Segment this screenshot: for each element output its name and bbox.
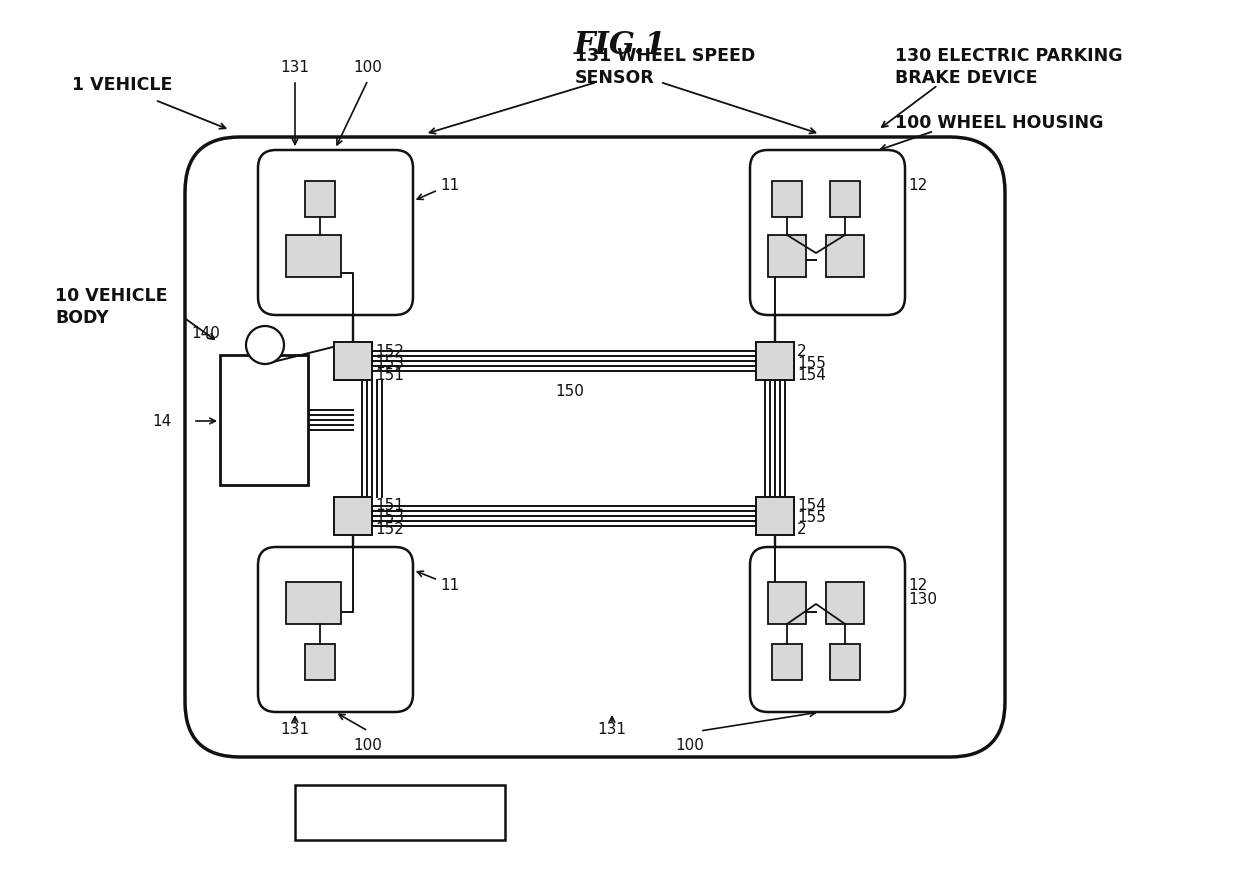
FancyBboxPatch shape [750,150,905,315]
Bar [826,582,864,624]
Bar [830,644,861,680]
Text: 100: 100 [676,738,704,752]
Bar [219,355,308,485]
Text: 100 WHEEL HOUSING: 100 WHEEL HOUSING [895,114,1104,132]
Text: 153: 153 [374,509,404,524]
Text: 14 CONTROLLER: 14 CONTROLLER [317,804,482,822]
Text: 2: 2 [797,344,807,359]
Text: 155: 155 [797,355,826,370]
Text: 11: 11 [440,178,459,192]
Text: 154: 154 [797,368,826,382]
Text: 1 VEHICLE: 1 VEHICLE [72,76,172,94]
Text: 11: 11 [440,578,459,592]
Text: 100: 100 [353,738,382,752]
Text: 152: 152 [374,344,404,359]
Bar [768,235,806,277]
Text: 150: 150 [556,383,584,398]
Text: 140: 140 [191,326,219,340]
Text: 151: 151 [374,498,404,513]
Text: 14: 14 [153,414,172,429]
Text: 12: 12 [908,178,928,192]
Bar [295,785,505,840]
Bar [773,181,802,217]
Text: 100: 100 [353,60,382,74]
FancyBboxPatch shape [258,547,413,712]
Text: 131: 131 [280,60,310,74]
FancyBboxPatch shape [258,150,413,315]
Text: 12: 12 [908,578,928,592]
Bar [305,644,335,680]
Bar [334,497,372,535]
Text: 130: 130 [908,592,937,606]
Bar [826,235,864,277]
Text: 10 VEHICLE
BODY: 10 VEHICLE BODY [55,287,167,327]
Bar [830,181,861,217]
Bar [305,181,335,217]
Text: 154: 154 [797,498,826,513]
Text: 131: 131 [280,723,310,738]
Text: FIG.1: FIG.1 [574,30,666,61]
Text: 151: 151 [374,368,404,382]
Bar [756,342,794,380]
FancyBboxPatch shape [750,547,905,712]
Text: 131 WHEEL SPEED
SENSOR: 131 WHEEL SPEED SENSOR [575,47,755,88]
Bar [286,582,341,624]
Bar [286,235,341,277]
Text: 155: 155 [797,509,826,524]
Bar [773,644,802,680]
Text: 2: 2 [797,522,807,536]
Circle shape [246,326,284,364]
Bar [756,497,794,535]
Text: 153: 153 [374,355,404,370]
Bar [334,342,372,380]
FancyBboxPatch shape [185,137,1004,757]
Bar [768,582,806,624]
Text: 152: 152 [374,522,404,536]
Text: 130 ELECTRIC PARKING
BRAKE DEVICE: 130 ELECTRIC PARKING BRAKE DEVICE [895,47,1122,88]
Text: 131: 131 [598,723,626,738]
